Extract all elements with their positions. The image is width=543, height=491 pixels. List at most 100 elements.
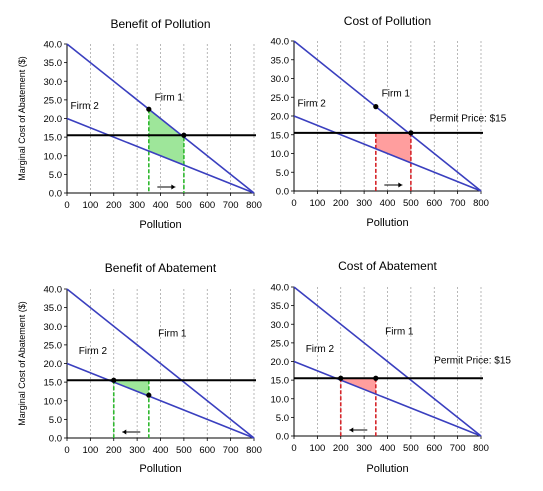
y-tick-label: 35.0 [44,303,63,314]
x-tick-label: 500 [403,198,419,209]
y-tick-label: 40.0 [44,285,63,296]
x-tick-label: 200 [106,445,122,456]
annotation-label: Firm 1 [158,329,187,340]
annotation-label: Firm 2 [79,346,108,357]
data-point [111,377,117,383]
data-point [338,375,344,381]
annotation-label: Firm 2 [298,99,327,110]
y-tick-label: 5.0 [49,415,62,426]
arrow-head-icon [398,182,403,188]
y-tick-label: 15.0 [44,133,63,144]
annotation-label: Firm 2 [71,101,100,112]
y-tick-label: 5.0 [276,168,289,179]
data-point [373,104,379,110]
chart-title: Benefit of Pollution [110,17,210,31]
x-tick-label: 100 [309,443,325,454]
y-tick-label: 20.0 [271,357,290,368]
data-point [373,375,379,381]
y-tick-label: 30.0 [271,74,290,85]
y-tick-label: 35.0 [44,58,63,69]
x-axis-label: Pollution [366,463,408,475]
y-tick-label: 15.0 [271,130,290,141]
annotation-label: Permit Price: $15 [430,114,507,125]
x-tick-label: 700 [450,443,466,454]
y-tick-label: 10.0 [44,151,63,162]
y-tick-label: 15.0 [44,378,63,389]
x-tick-label: 800 [246,445,262,456]
y-tick-label: 20.0 [44,114,63,125]
y-tick-label: 35.0 [271,301,290,312]
series-line-2 [66,362,255,439]
y-tick-label: 25.0 [271,93,290,104]
series-line-1 [66,288,255,439]
x-tick-label: 400 [380,443,396,454]
annotation-label: Firm 2 [306,344,335,355]
y-tick-label: 0.0 [276,187,289,198]
x-tick-label: 100 [82,445,98,456]
x-tick-label: 600 [199,200,215,211]
x-tick-label: 800 [473,198,489,209]
y-tick-label: 0.0 [276,432,289,443]
series-line-1 [293,286,482,437]
y-tick-label: 30.0 [271,320,290,331]
x-tick-label: 500 [403,443,419,454]
y-tick-label: 10.0 [271,394,290,405]
x-tick-label: 300 [129,445,145,456]
y-tick-label: 25.0 [44,340,63,351]
y-tick-label: 30.0 [44,322,63,333]
x-tick-label: 400 [153,200,169,211]
x-tick-label: 400 [153,445,169,456]
x-tick-label: 0 [291,443,296,454]
x-axis-label: Pollution [139,463,181,475]
x-tick-label: 300 [356,443,372,454]
x-tick-label: 800 [246,200,262,211]
annotation-label: Firm 1 [382,89,411,100]
arrow-head-icon [171,184,176,190]
y-tick-label: 25.0 [271,338,290,349]
x-tick-label: 600 [426,443,442,454]
x-tick-label: 800 [473,443,489,454]
y-tick-label: 0.0 [49,434,62,445]
y-tick-label: 35.0 [271,55,290,66]
x-tick-label: 700 [450,198,466,209]
x-tick-label: 400 [380,198,396,209]
x-tick-label: 0 [64,200,69,211]
y-tick-label: 40.0 [271,37,290,48]
data-point [146,106,152,112]
annotation-label: Firm 1 [155,93,184,104]
arrow-head-icon [122,429,127,435]
x-axis-label: Pollution [139,219,181,231]
chart-panel-2: Cost of Pollution 0.0 5.0 10.0 15.0 20.0 25.0 3… [271,14,507,229]
x-tick-label: 200 [333,443,349,454]
y-tick-label: 5.0 [276,413,289,424]
x-tick-label: 500 [176,445,192,456]
y-tick-label: 30.0 [44,77,63,88]
y-tick-label: 40.0 [271,283,290,294]
series-line-2 [66,117,255,194]
y-tick-label: 40.0 [44,40,63,51]
arrow-head-icon [349,427,354,433]
y-tick-label: 25.0 [44,95,63,106]
x-axis-label: Pollution [366,217,408,229]
data-point [408,130,414,136]
series-line-2 [293,360,482,437]
y-axis-label: Marginal Cost of Abatement ($) [17,301,27,426]
x-tick-label: 700 [223,445,239,456]
series-line-1 [66,43,255,194]
series-line-1 [293,40,482,192]
x-tick-label: 200 [333,198,349,209]
annotation-label: Permit Price: $15 [434,355,511,366]
x-tick-label: 700 [223,200,239,211]
shaded-area [375,132,411,163]
y-tick-label: 5.0 [49,170,62,181]
x-tick-label: 300 [356,198,372,209]
data-point [146,392,152,398]
x-tick-label: 300 [129,200,145,211]
x-tick-label: 600 [426,198,442,209]
y-tick-label: 10.0 [44,396,63,407]
x-tick-label: 100 [82,200,98,211]
x-tick-label: 200 [106,200,122,211]
data-point [181,132,187,138]
x-tick-label: 500 [176,200,192,211]
